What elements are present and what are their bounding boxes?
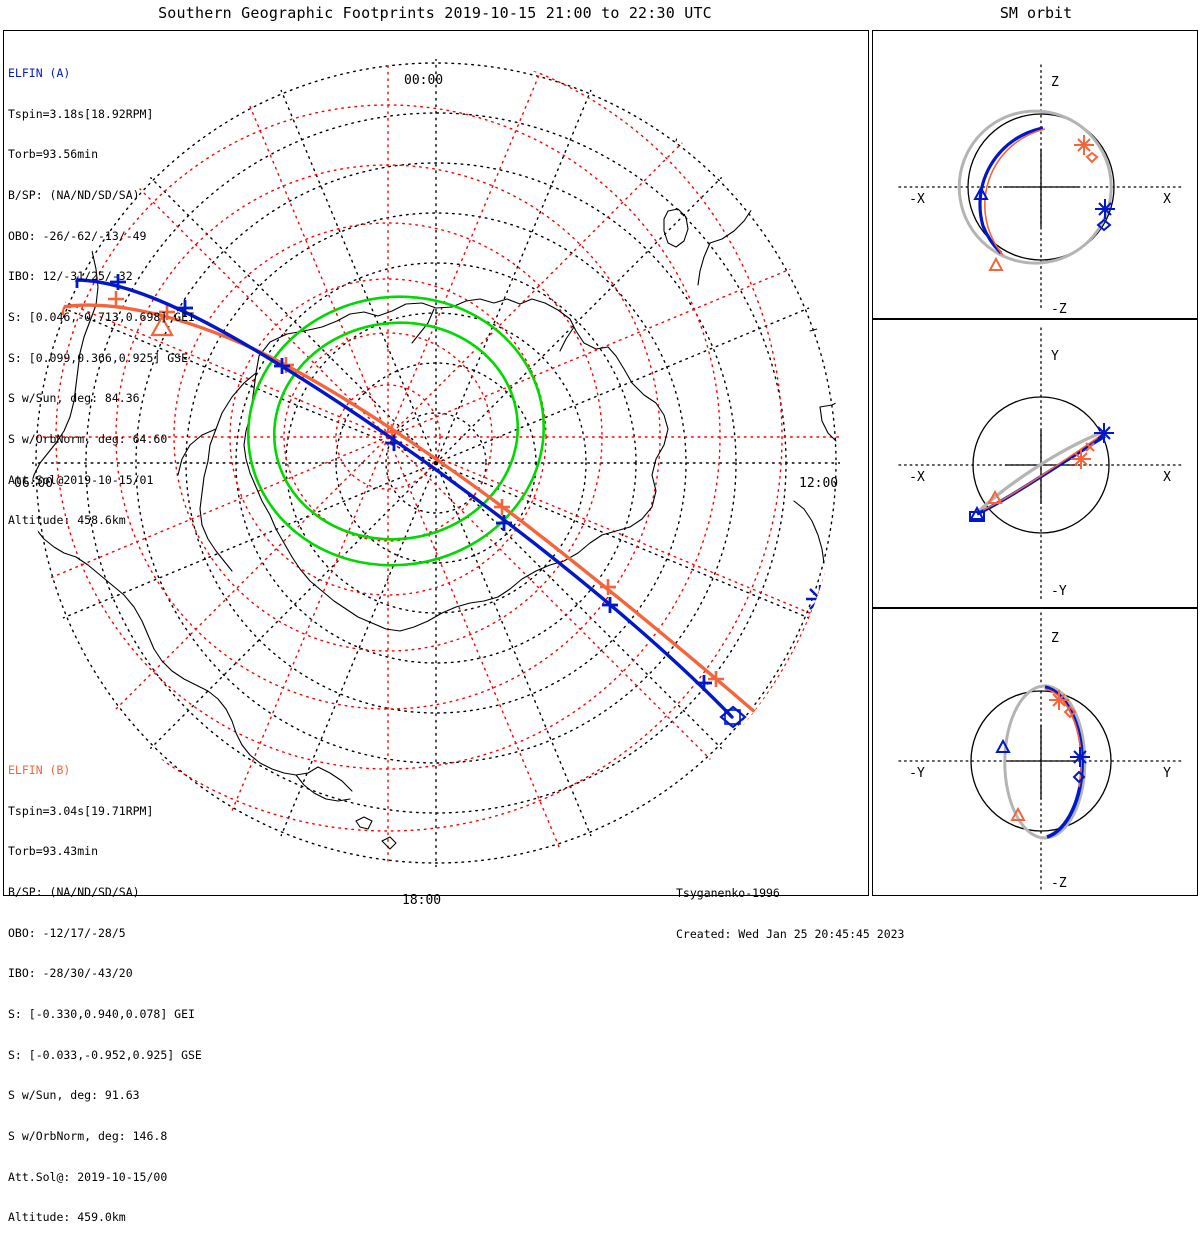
elfin-a-line-3: OBO: -26/-62/-13/-49	[8, 228, 147, 243]
sm-xy-svg: X -X Y -Y	[898, 327, 1184, 601]
elfin-a-line-4: IBO: 12/-31/25/-32	[8, 269, 133, 284]
screenshot-root: Southern Geographic Footprints 2019-10-1…	[3, 4, 1198, 1224]
sm-xz-elfin-a	[978, 126, 1044, 255]
southern-footprint-map[interactable]: 00:00 06:00 12:00 18:00	[3, 30, 869, 908]
map-svg	[32, 59, 840, 867]
sm-yz-elfin-a-markers	[995, 738, 1090, 784]
mlt-label-left: 06:00	[14, 476, 54, 491]
sm-yz-label-negz: -Z	[1051, 876, 1067, 891]
sm-xz-svg: X -X Z -Z	[898, 64, 1184, 317]
sm-yz-svg: Y -Y Z -Z	[898, 612, 1184, 892]
auroral-oval	[246, 295, 546, 567]
elfin-a-line-1: Torb=93.56min	[8, 147, 99, 162]
sm-xz-center-cross	[1003, 149, 1079, 227]
elfin-a-line-5: S: [0.046,-0.713,0.698] GEI	[8, 309, 195, 324]
sm-xy-elfin-a-markers	[969, 423, 1114, 522]
sm-xz-orbit-gray	[957, 109, 1113, 265]
credits-block: Tsyganenko-1996 Created: Wed Jan 25 20:4…	[676, 860, 904, 968]
elfin-b-line-4: IBO: -28/30/-43/20	[8, 966, 133, 981]
sm-xy-label-negy: -Y	[1051, 584, 1067, 599]
page-title: Southern Geographic Footprints 2019-10-1…	[158, 4, 712, 22]
elfin-a-line-6: S: [0.099,0.366,0.925] GSE	[8, 350, 189, 365]
elfin-a-line-10: Altitude: 458.6km	[8, 513, 126, 528]
sm-orbit-panel-xz[interactable]: X -X Z -Z	[872, 30, 1198, 319]
elfin-a-info-block: ELFIN (A) Tspin=3.18s[18.92RPM] Torb=93.…	[8, 40, 195, 555]
elfin-a-line-0: Tspin=3.18s[18.92RPM]	[8, 106, 154, 121]
elfin-b-line-3: OBO: -12/17/-28/5	[8, 925, 126, 940]
elfin-b-line-0: Tspin=3.04s[19.71RPM]	[8, 803, 154, 818]
sm-xz-earth-circle	[967, 113, 1115, 261]
elfin-b-line-1: Torb=93.43min	[8, 844, 99, 859]
elfin-b-line-5: S: [-0.330,0.940,0.078] GEI	[8, 1006, 195, 1021]
elfin-b-line-7: S w/Sun, deg: 91.63	[8, 1088, 140, 1103]
sm-xz-label-negz: -Z	[1051, 302, 1067, 317]
sm-xy-elfin-b-markers	[987, 442, 1095, 504]
elfin-b-line-6: S: [-0.033,-0.952,0.925] GSE	[8, 1047, 202, 1062]
elfin-a-line-7: S w/Sun, deg: 84.36	[8, 391, 140, 406]
sm-yz-elfin-a	[1044, 685, 1084, 839]
elfin-b-line-9: Att.Sol@: 2019-10-15/00	[8, 1169, 168, 1184]
sm-xy-earth-circle	[972, 396, 1110, 534]
elfin-b-info-block: ELFIN (B) Tspin=3.04s[19.71RPM] Torb=93.…	[8, 737, 202, 1252]
model-name: Tsyganenko-1996	[676, 886, 780, 901]
sm-yz-label-y: Y	[1163, 766, 1171, 781]
elfin-a-end-asterisk	[806, 585, 834, 613]
sm-xy-label-y: Y	[1051, 349, 1059, 364]
sm-yz-label-negy: -Y	[909, 766, 925, 781]
elfin-a-header: ELFIN (A)	[8, 66, 71, 81]
sm-xz-label-x: X	[1163, 192, 1171, 207]
mlt-label-top: 00:00	[404, 73, 444, 88]
sm-yz-center-cross	[1005, 725, 1077, 799]
created-timestamp: Created: Wed Jan 25 20:45:45 2023	[676, 926, 905, 941]
mlt-label-right: 12:00	[799, 476, 839, 491]
sm-xy-label-negx: -X	[909, 470, 925, 485]
sm-yz-earth-circle	[970, 690, 1112, 832]
sm-xz-elfin-a-markers	[973, 185, 1115, 232]
elfin-a-tickmarks	[69, 272, 712, 691]
elfin-b-header: ELFIN (B)	[8, 763, 71, 778]
elfin-b-line-2: B/SP: (NA/ND/SD/SA)	[8, 885, 140, 900]
elfin-b-center-triangle	[150, 314, 174, 337]
sm-xy-label-x: X	[1163, 470, 1171, 485]
sm-yz-label-z: Z	[1051, 631, 1059, 646]
elfin-b-line-8: S w/OrbNorm, deg: 146.8	[8, 1128, 168, 1143]
sm-xz-elfin-b	[984, 128, 1046, 256]
sm-xz-label-z: Z	[1051, 75, 1059, 90]
elfin-a-line-8: S w/OrbNorm, deg: 64.60	[8, 431, 168, 446]
sm-xz-label-negx: -X	[909, 192, 925, 207]
sm-yz-elfin-b	[1044, 688, 1082, 788]
sm-yz-elfin-b-markers	[1010, 690, 1077, 821]
elfin-b-line-10: Altitude: 459.0km	[8, 1210, 126, 1225]
sm-xy-elfin-b	[982, 433, 1104, 511]
elfin-a-line-9: Att.Sol@2019-10-15/01	[8, 472, 154, 487]
mlt-label-bottom: 18:00	[402, 893, 442, 908]
elfin-a-line-2: B/SP: (NA/ND/SD/SA)	[8, 188, 140, 203]
sm-orbit-panel-yz[interactable]: Y -Y Z -Z	[872, 608, 1198, 896]
sm-orbit-panel-xy[interactable]: X -X Y -Y	[872, 319, 1198, 608]
sm-orbit-title: SM orbit	[999, 4, 1073, 22]
elfin-a-start-diamond	[719, 705, 747, 729]
sm-xz-elfin-b-markers	[988, 135, 1099, 271]
